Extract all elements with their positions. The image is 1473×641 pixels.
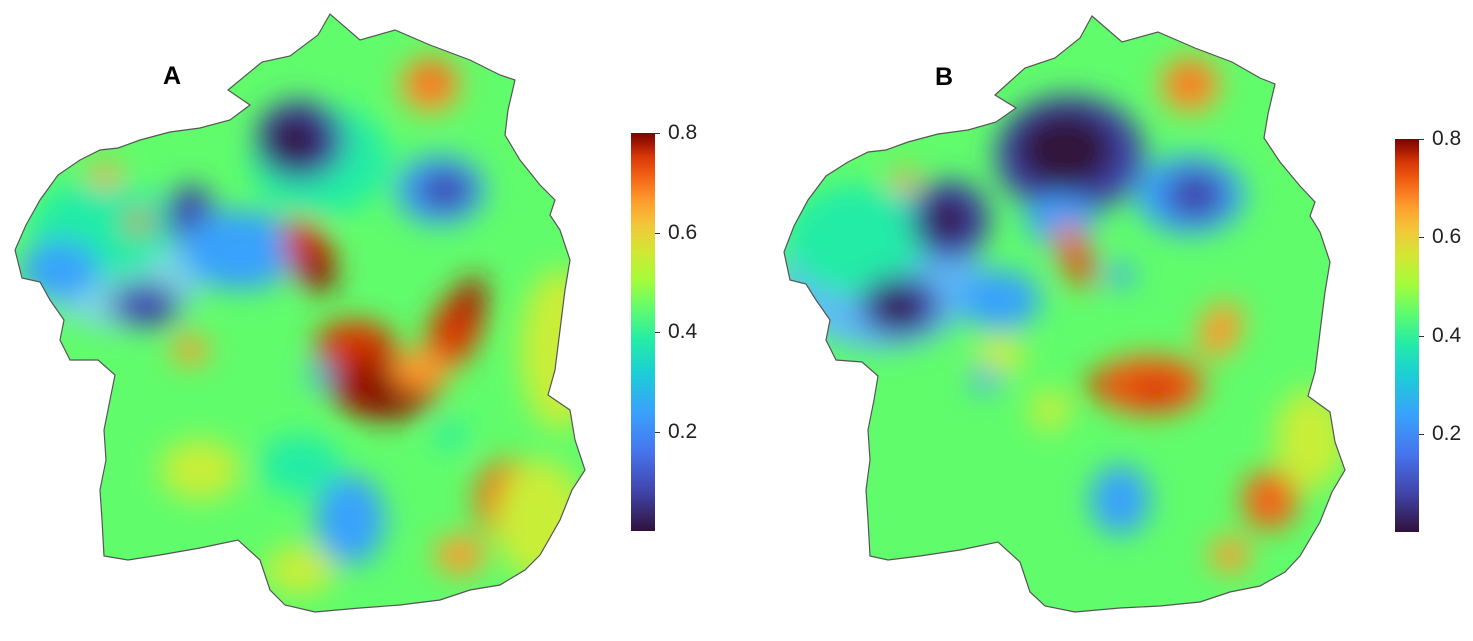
colorbar-tick xyxy=(655,232,660,234)
heatmap-panel-b xyxy=(783,15,1346,613)
colorbar-tick xyxy=(1419,335,1424,337)
panel-label-a: A xyxy=(163,62,182,90)
colorbar-tick-label: 0.2 xyxy=(1432,421,1462,445)
colorbar-tick xyxy=(655,431,660,433)
panel-b: B 0.8 0.6 0.4 0.2 xyxy=(770,0,1473,641)
colorbar-a: 0.8 0.6 0.4 0.2 xyxy=(631,121,697,531)
colorbar-tick xyxy=(655,332,660,333)
colorbar-tick-label: 0.8 xyxy=(1432,127,1462,150)
colorbar-tick xyxy=(1419,139,1424,140)
colorbar-tick-label: 0.8 xyxy=(668,121,698,144)
colorbar-tick-label: 0.6 xyxy=(1432,225,1462,249)
colorbar-gradient-a xyxy=(631,133,655,531)
colorbar-b: 0.8 0.6 0.4 0.2 xyxy=(1395,127,1461,532)
colorbar-tick-label: 0.4 xyxy=(1432,323,1462,347)
colorbar-tick xyxy=(655,133,660,134)
panel-label-b: B xyxy=(935,63,954,91)
colorbar-tick-label: 0.2 xyxy=(668,419,698,443)
colorbar-tick xyxy=(1419,237,1424,239)
colorbar-tick-label: 0.4 xyxy=(668,320,698,343)
panel-a: A 0.8 0.6 0.4 0.2 xyxy=(0,0,736,641)
heatmap-panel-a xyxy=(14,13,586,613)
colorbar-tick-label: 0.6 xyxy=(668,220,698,244)
colorbar-tick xyxy=(1419,433,1424,435)
colorbar-gradient-b xyxy=(1395,139,1419,532)
